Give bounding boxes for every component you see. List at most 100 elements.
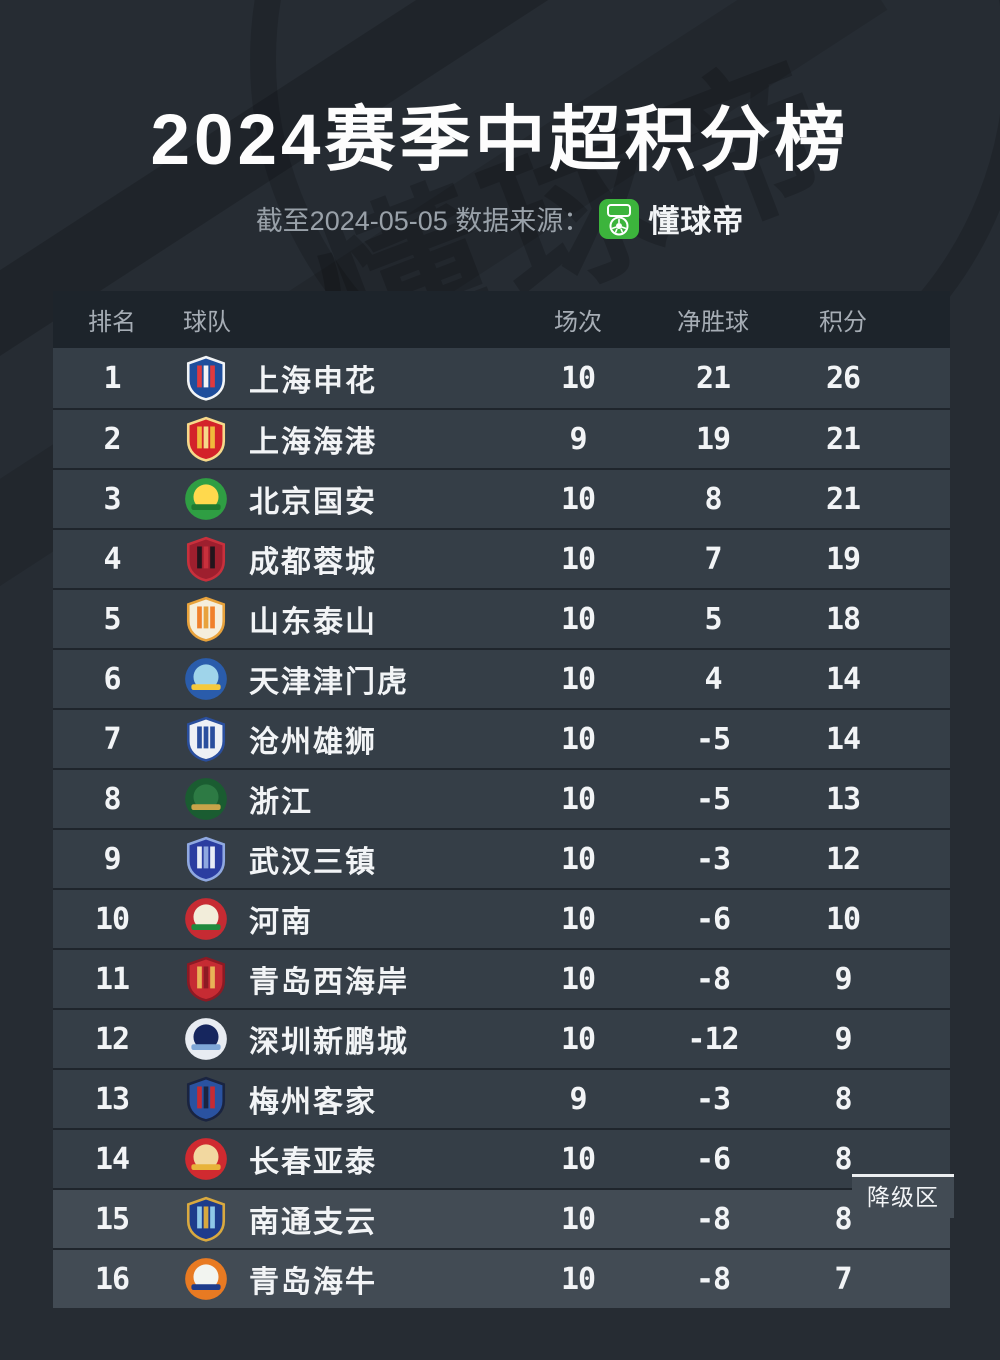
team-name: 山东泰山 (249, 606, 377, 640)
brand-name: 懂球帝 (648, 204, 745, 240)
title-block: 2024赛季中超积分榜 截至2024-05-05 数据来源： 懂球帝 (0, 0, 1000, 241)
team-logo-icon (171, 715, 241, 763)
rank-value: 14 (94, 1141, 130, 1177)
rank-value: 7 (103, 721, 121, 757)
matches-value: 10 (560, 901, 596, 937)
rank-value: 8 (103, 781, 121, 817)
table-row: 13 梅州客家 9 -3 8 (53, 1068, 950, 1129)
team-name: 沧州雄狮 (249, 726, 377, 760)
points-value: 9 (834, 1021, 852, 1057)
matches-value: 10 (560, 1201, 596, 1237)
matches-value: 10 (560, 961, 596, 997)
goal-diff-value: -8 (695, 1261, 731, 1297)
page-title: 2024赛季中超积分榜 (150, 101, 850, 180)
table-row: 15 南通支云 10 -8 8 (53, 1188, 950, 1249)
rank-value: 6 (103, 661, 121, 697)
table-row: 10 河南 10 -6 10 (53, 888, 950, 949)
rank-value: 2 (103, 421, 121, 457)
team-logo-icon (171, 475, 241, 523)
table-row: 11 青岛西海岸 10 -8 9 (53, 948, 950, 1009)
team-logo-icon (171, 835, 241, 883)
team-logo-icon (171, 354, 241, 402)
goal-diff-value: 21 (695, 360, 731, 396)
table-row: 6 天津津门虎 10 4 14 (53, 648, 950, 709)
goal-diff-value: -3 (695, 1081, 731, 1117)
team-name: 天津津门虎 (249, 666, 409, 700)
goal-diff-value: -5 (695, 721, 731, 757)
rank-value: 4 (103, 541, 121, 577)
goal-diff-value: 4 (704, 661, 722, 697)
table-header-row: 排名 球队 场次 净胜球 积分 (53, 291, 950, 349)
rank-value: 5 (103, 601, 121, 637)
rank-value: 13 (94, 1081, 130, 1117)
points-value: 8 (834, 1141, 852, 1177)
subtitle: 截至2024-05-05 数据来源： 懂球帝 (0, 196, 1000, 241)
rank-value: 12 (94, 1021, 130, 1057)
table-row: 9 武汉三镇 10 -3 12 (53, 828, 950, 889)
team-name: 上海申花 (249, 365, 377, 399)
team-name: 深圳新鹏城 (249, 1026, 409, 1060)
matches-value: 10 (560, 841, 596, 877)
column-header-points: 积分 (819, 309, 867, 337)
points-value: 9 (834, 961, 852, 997)
table-row: 2 上海海港 9 19 21 (53, 408, 950, 469)
rank-value: 16 (94, 1261, 130, 1297)
matches-value: 10 (560, 601, 596, 637)
matches-value: 10 (560, 541, 596, 577)
points-value: 8 (834, 1081, 852, 1117)
table-row: 3 北京国安 10 8 21 (53, 468, 950, 529)
team-name: 长春亚泰 (249, 1146, 377, 1180)
points-value: 7 (834, 1261, 852, 1297)
subtitle-text: 截至2024-05-05 数据来源： (255, 206, 591, 237)
goal-diff-value: -6 (695, 1141, 731, 1177)
team-logo-icon (171, 955, 241, 1003)
rank-value: 9 (103, 841, 121, 877)
team-name: 武汉三镇 (249, 846, 377, 880)
column-header-rank: 排名 (88, 309, 136, 337)
relegation-zone-label: 降级区 (852, 1174, 954, 1219)
matches-value: 10 (560, 781, 596, 817)
goal-diff-value: -3 (695, 841, 731, 877)
goal-diff-value: -5 (695, 781, 731, 817)
team-logo-icon (171, 595, 241, 643)
points-value: 12 (825, 841, 861, 877)
team-name: 北京国安 (249, 486, 377, 520)
table-row: 7 沧州雄狮 10 -5 14 (53, 708, 950, 769)
matches-value: 10 (560, 1021, 596, 1057)
matches-value: 9 (569, 1081, 587, 1117)
team-name: 梅州客家 (249, 1086, 377, 1120)
team-name: 青岛海牛 (249, 1266, 377, 1300)
team-name: 成都蓉城 (249, 546, 377, 580)
rank-value: 15 (94, 1201, 130, 1237)
matches-value: 10 (560, 721, 596, 757)
team-logo-icon (171, 655, 241, 703)
column-header-team: 球队 (183, 309, 231, 337)
points-value: 8 (834, 1201, 852, 1237)
team-logo-icon (171, 1135, 241, 1183)
table-row: 16 青岛海牛 10 -8 7 (53, 1248, 950, 1309)
rank-value: 11 (94, 961, 130, 997)
matches-value: 10 (560, 1261, 596, 1297)
column-header-goal-diff: 净胜球 (677, 309, 749, 337)
points-value: 18 (825, 601, 861, 637)
points-value: 19 (825, 541, 861, 577)
points-value: 14 (825, 661, 861, 697)
dongqiudi-logo-icon (599, 198, 640, 239)
points-value: 21 (825, 481, 861, 517)
table-row: 5 山东泰山 10 5 18 (53, 588, 950, 649)
table-row: 4 成都蓉城 10 7 19 (53, 528, 950, 589)
team-logo-icon (171, 415, 241, 463)
matches-value: 9 (569, 421, 587, 457)
team-name: 上海海港 (249, 426, 377, 460)
goal-diff-value: -8 (695, 1201, 731, 1237)
points-value: 21 (825, 421, 861, 457)
goal-diff-value: 5 (704, 601, 722, 637)
team-logo-icon (171, 1255, 241, 1303)
table-row: 8 浙江 10 -5 13 (53, 768, 950, 829)
matches-value: 10 (560, 481, 596, 517)
points-value: 13 (825, 781, 861, 817)
team-logo-icon (171, 1075, 241, 1123)
team-name: 青岛西海岸 (249, 966, 409, 1000)
team-logo-icon (171, 535, 241, 583)
points-value: 10 (825, 901, 861, 937)
